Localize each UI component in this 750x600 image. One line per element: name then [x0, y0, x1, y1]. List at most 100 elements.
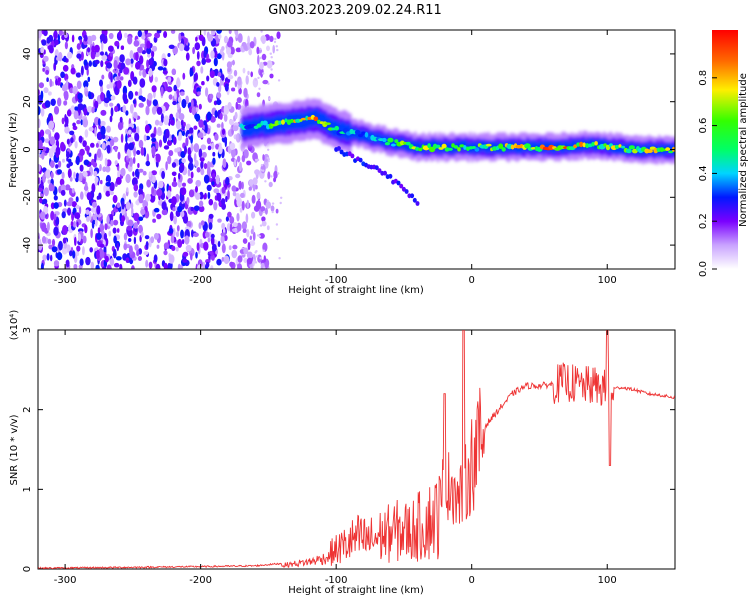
- noise-blob: [169, 211, 174, 222]
- noise-blob: [224, 137, 227, 148]
- noise-blob: [38, 131, 41, 142]
- noise-dot: [267, 82, 270, 86]
- noise-blob: [266, 225, 270, 231]
- noise-blob: [183, 121, 186, 127]
- noise-blob: [220, 198, 226, 205]
- noise-blob: [109, 52, 114, 57]
- noise-blob: [229, 216, 235, 224]
- noise-blob: [74, 236, 77, 246]
- noise-blob: [139, 43, 146, 48]
- noise-blob: [80, 191, 84, 200]
- noise-dot: [270, 56, 273, 59]
- noise-blob: [190, 134, 194, 144]
- noise-blob: [126, 187, 129, 193]
- noise-blob: [125, 257, 130, 263]
- noise-blob: [61, 84, 68, 92]
- noise-blob: [212, 173, 216, 178]
- noise-dot: [276, 48, 279, 52]
- noise-blob: [156, 213, 162, 220]
- noise-dot: [267, 160, 270, 163]
- noise-blob: [213, 47, 217, 53]
- noise-dot: [277, 79, 281, 82]
- noise-blob: [235, 47, 242, 53]
- noise-blob: [133, 191, 138, 198]
- noise-blob: [113, 219, 119, 226]
- noise-blob: [44, 100, 51, 108]
- noise-dot: [264, 180, 267, 183]
- noise-blob: [116, 75, 120, 81]
- x-tick-label: -100: [325, 275, 348, 286]
- noise-blob: [151, 186, 155, 194]
- noise-blob: [150, 236, 155, 244]
- noise-blob: [96, 195, 100, 200]
- noise-blob: [200, 160, 204, 169]
- noise-blob: [82, 140, 87, 148]
- noise-blob: [146, 59, 150, 69]
- noise-blob: [114, 160, 118, 166]
- noise-blob: [203, 120, 207, 126]
- noise-dot: [275, 45, 278, 48]
- noise-blob: [109, 258, 115, 266]
- noise-blob: [38, 82, 45, 89]
- noise-blob: [91, 106, 95, 114]
- snr-y-ticks: 0 1 2 3: [22, 327, 675, 572]
- noise-blob: [212, 151, 216, 157]
- noise-blob: [48, 91, 52, 96]
- noise-blob: [210, 116, 216, 123]
- noise-blob: [223, 35, 229, 44]
- noise-blob: [63, 199, 67, 207]
- noise-blob: [232, 222, 238, 228]
- noise-blob: [243, 44, 248, 51]
- noise-blob: [75, 177, 79, 183]
- colorbar-ticks: 0.0 0.2 0.4 0.6 0.8: [698, 70, 717, 277]
- noise-blob: [137, 163, 140, 168]
- noise-blob: [227, 74, 234, 80]
- noise-blob: [119, 67, 123, 74]
- noise-blob: [46, 37, 51, 44]
- noise-blob: [125, 201, 131, 211]
- noise-blob: [133, 236, 137, 245]
- noise-blob: [215, 249, 219, 255]
- noise-blob: [161, 201, 167, 211]
- noise-blob: [157, 66, 164, 71]
- noise-blob: [237, 33, 243, 43]
- noise-dot: [262, 210, 266, 214]
- noise-blob: [129, 104, 134, 114]
- ridge-blob: [435, 144, 441, 149]
- noise-dot: [260, 164, 264, 167]
- noise-blob: [236, 155, 241, 163]
- noise-blob: [218, 34, 222, 39]
- noise-dot: [256, 234, 260, 237]
- noise-blob: [251, 211, 256, 219]
- noise-blob: [57, 77, 62, 83]
- noise-blob: [171, 171, 177, 177]
- noise-dot: [259, 224, 263, 227]
- noise-blob: [145, 120, 148, 125]
- branch-blob: [339, 149, 344, 155]
- noise-blob: [238, 87, 242, 95]
- noise-blob: [103, 233, 107, 241]
- noise-blob: [100, 60, 104, 68]
- noise-blob: [112, 136, 119, 143]
- noise-blob: [151, 146, 156, 156]
- noise-blob: [216, 92, 222, 99]
- noise-blob: [62, 64, 69, 72]
- noise-blob: [188, 189, 195, 198]
- noise-blob: [248, 186, 252, 191]
- noise-blob: [42, 67, 45, 72]
- noise-blob: [73, 110, 79, 120]
- noise-blob: [128, 245, 133, 256]
- ridge-band: [493, 140, 496, 152]
- noise-blob: [194, 205, 200, 211]
- noise-blob: [62, 225, 68, 235]
- noise-blob: [186, 220, 192, 228]
- noise-blob: [100, 51, 104, 56]
- ridge-band: [588, 137, 592, 150]
- ridge-band: [570, 139, 574, 152]
- noise-blob: [217, 240, 221, 247]
- noise-blob: [221, 186, 226, 194]
- ridge-band: [391, 136, 395, 148]
- noise-blob: [167, 155, 172, 165]
- noise-blob: [243, 247, 249, 255]
- noise-blob: [82, 171, 88, 178]
